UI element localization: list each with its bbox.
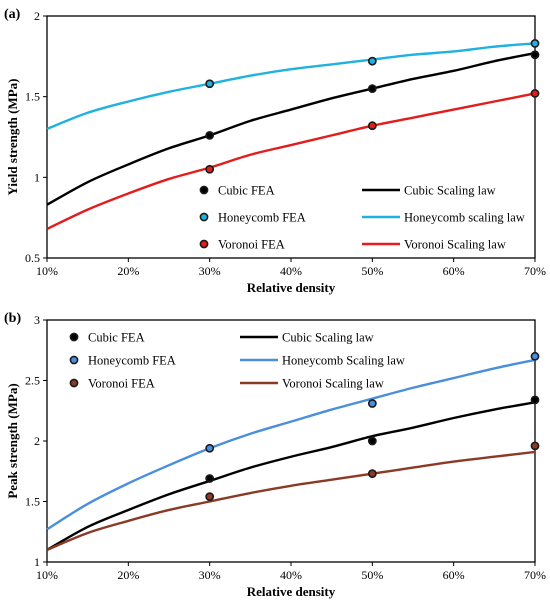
legend-entry: Voronoi FEA xyxy=(88,377,155,391)
series-line-3 xyxy=(46,358,536,531)
x-tick-label: 60% xyxy=(443,568,465,582)
data-point xyxy=(530,89,540,98)
y-tick-label: 2 xyxy=(34,434,40,448)
series-line-5 xyxy=(46,450,536,552)
x-tick-label: 20% xyxy=(117,264,139,278)
x-tick-label: 70% xyxy=(524,264,546,278)
series-line-3 xyxy=(46,42,536,131)
x-tick-label: 30% xyxy=(199,264,221,278)
legend-entry: Voronoi Scaling law xyxy=(282,377,384,391)
legend-marker xyxy=(199,212,209,222)
legend-marker xyxy=(199,239,209,249)
data-point xyxy=(530,351,540,361)
legend-entry: Voronoi Scaling law xyxy=(404,238,506,252)
legend-entry: Voronoi FEA xyxy=(218,238,285,252)
panel-label: (a) xyxy=(4,7,21,22)
series-line-5 xyxy=(46,92,536,231)
y-tick-label: 2 xyxy=(34,9,40,23)
data-point xyxy=(530,441,540,451)
chart-panel-b: (b) 10% 20% 30% 40% 50% 60% 70% 1 1.5 2 2.5 3 Relativ… xyxy=(4,311,546,599)
y-axis-title: Yield strength (MPa) xyxy=(5,79,20,196)
data-point xyxy=(367,469,377,479)
legend: Cubic FEA Honeycomb FEA Voronoi FEA Cubic S… xyxy=(199,184,525,252)
y-tick-label: 2.5 xyxy=(25,374,40,388)
data-point xyxy=(367,399,377,408)
legend-entry: Honeycomb FEA xyxy=(218,211,306,225)
data-point xyxy=(205,492,215,502)
y-tick-label: 1.5 xyxy=(25,495,40,509)
y-tick-label: 1.5 xyxy=(25,90,40,104)
data-point xyxy=(367,56,377,66)
x-tick-label: 40% xyxy=(280,568,302,582)
y-tick-label: 1 xyxy=(34,170,40,184)
legend-entry: Honeycomb FEA xyxy=(88,354,176,368)
legend-entry: Cubic FEA xyxy=(218,184,275,198)
x-tick-label: 30% xyxy=(199,568,221,582)
series-line-1 xyxy=(46,401,536,551)
legend: Cubic FEA Honeycomb FEA Voronoi FEA Cubic S… xyxy=(69,331,405,391)
legend-entry: Honeycomb scaling law xyxy=(404,211,525,225)
data-point xyxy=(205,164,215,174)
data-point xyxy=(205,443,215,453)
legend-entry: Cubic FEA xyxy=(88,331,145,345)
legend-entry: Cubic Scaling law xyxy=(404,184,496,198)
legend-marker xyxy=(69,355,79,365)
x-tick-label: 50% xyxy=(361,568,383,582)
legend-marker xyxy=(199,185,209,195)
legend-marker xyxy=(69,332,79,342)
legend-entry: Cubic Scaling law xyxy=(282,331,374,345)
legend-marker xyxy=(69,378,79,388)
data-point xyxy=(367,121,377,131)
chart-panel-a: (a) 10% 20% 30% 40% 50% 60% 70% 0.5 1 1.5 2 Relative… xyxy=(4,7,546,295)
x-tick-label: 40% xyxy=(280,264,302,278)
y-axis-title: Peak strength (MPa) xyxy=(5,383,20,498)
x-axis-title: Relative density xyxy=(247,584,336,599)
series-line-1 xyxy=(46,51,536,206)
data-point xyxy=(530,39,540,48)
y-tick-label: 3 xyxy=(34,313,40,327)
x-tick-label: 50% xyxy=(361,264,383,278)
y-tick-label: 1 xyxy=(34,555,40,569)
legend-entry: Honeycomb Scaling law xyxy=(282,354,405,368)
x-tick-label: 60% xyxy=(443,264,465,278)
data-point xyxy=(205,130,215,140)
data-point xyxy=(367,84,377,93)
y-tick-label: 0.5 xyxy=(25,251,40,265)
panel-label: (b) xyxy=(4,311,21,326)
data-point xyxy=(530,395,540,405)
data-point xyxy=(205,474,215,483)
data-point xyxy=(205,79,215,89)
x-axis-title: Relative density xyxy=(247,280,336,295)
x-tick-label: 70% xyxy=(524,568,546,582)
data-point xyxy=(367,436,377,446)
x-tick-label: 10% xyxy=(36,568,58,582)
data-point xyxy=(530,50,540,60)
x-tick-label: 10% xyxy=(36,264,58,278)
x-tick-label: 20% xyxy=(117,568,139,582)
